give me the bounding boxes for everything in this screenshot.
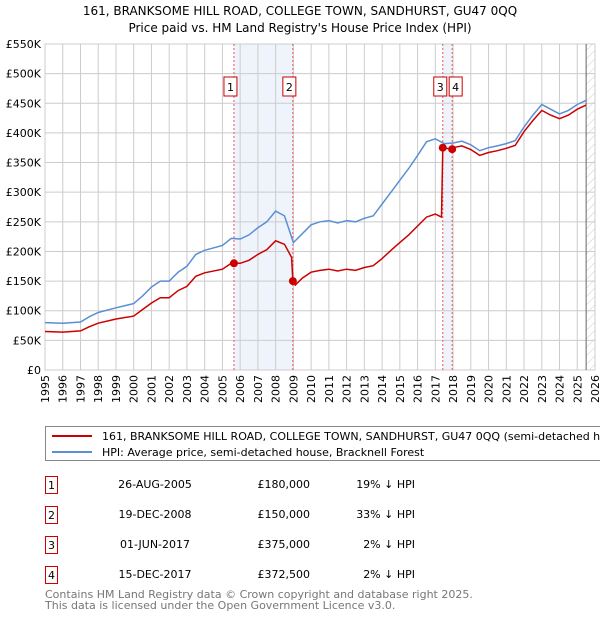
- x-tick-label: 2020: [483, 375, 496, 403]
- x-tick-label: 2026: [589, 375, 600, 403]
- y-tick-label: £250K: [6, 216, 42, 229]
- x-tick-label: 2002: [163, 375, 176, 403]
- sale-price: £375,000: [257, 538, 311, 551]
- x-tick-label: 2009: [287, 375, 300, 403]
- sale-number: 3: [45, 536, 58, 554]
- x-tick-label: 2021: [500, 375, 513, 403]
- series-line-price: [44, 104, 587, 333]
- y-tick-label: £450K: [6, 97, 42, 110]
- sale-label-box-3: [433, 76, 448, 97]
- chart-title: 161, BRANKSOME HILL ROAD, COLLEGE TOWN, …: [83, 4, 517, 18]
- sales-table-row: 3 01-JUN-2017 £375,000 2% ↓ HPI: [45, 536, 445, 556]
- sale-number: 2: [45, 506, 58, 524]
- price-chart: 161, BRANKSOME HILL ROAD, COLLEGE TOWN, …: [6, 4, 600, 403]
- x-tick-label: 2022: [518, 375, 531, 403]
- x-tick-label: 2018: [447, 375, 460, 403]
- legend-swatch-price: [52, 435, 92, 437]
- sale-hpi-diff: 19% ↓ HPI: [356, 478, 415, 491]
- y-tick-label: £300K: [6, 186, 42, 199]
- x-tick-label: 2006: [234, 375, 247, 403]
- sale-number: 1: [45, 476, 58, 494]
- sale-point-2: [288, 277, 297, 286]
- x-tick-label: 2003: [181, 375, 194, 403]
- x-tick-label: 2025: [571, 375, 584, 403]
- x-tick-label: 2012: [341, 375, 354, 403]
- x-tick-label: 2014: [376, 375, 389, 403]
- sale-price: £372,500: [257, 568, 311, 581]
- x-tick-label: 1999: [110, 375, 123, 403]
- sale-hpi-diff: 33% ↓ HPI: [356, 508, 415, 521]
- x-tick-label: 2013: [358, 375, 371, 403]
- x-tick-label: 1997: [74, 375, 87, 403]
- plot-border: [44, 43, 596, 371]
- sale-label-2: 2: [286, 81, 293, 94]
- y-tick-label: £0: [27, 364, 41, 377]
- x-tick-label: 2017: [429, 375, 442, 403]
- sale-number: 4: [45, 566, 58, 584]
- y-tick-label: £100K: [6, 305, 42, 318]
- legend-item-price: 161, BRANKSOME HILL ROAD, COLLEGE TOWN, …: [52, 428, 600, 444]
- sale-label-box-2: [282, 76, 297, 97]
- x-tick-label: 2005: [216, 375, 229, 403]
- sale-date: 19-DEC-2008: [118, 508, 192, 521]
- x-tick-label: 2004: [199, 375, 212, 403]
- sale-period-shade: [233, 44, 293, 370]
- y-tick-label: £150K: [6, 275, 42, 288]
- sale-date: 26-AUG-2005: [118, 478, 192, 491]
- sale-label-4: 4: [452, 81, 459, 94]
- chart-subtitle: Price paid vs. HM Land Registry's House …: [128, 21, 471, 35]
- y-tick-label: £350K: [6, 157, 42, 170]
- x-tick-label: 2008: [270, 375, 283, 403]
- x-tick-label: 2007: [252, 375, 265, 403]
- x-tick-label: 2019: [465, 375, 478, 403]
- sale-point-3: [438, 143, 447, 152]
- footer-licence: This data is licensed under the Open Gov…: [45, 599, 396, 612]
- x-tick-label: 1995: [39, 375, 52, 403]
- x-tick-label: 2024: [554, 375, 567, 403]
- sale-period-shade: [442, 44, 453, 370]
- x-tick-label: 2015: [394, 375, 407, 403]
- forecast-hatch: [586, 44, 595, 370]
- sale-point-4: [448, 145, 457, 154]
- legend: 161, BRANKSOME HILL ROAD, COLLEGE TOWN, …: [45, 426, 600, 461]
- sale-hpi-diff: 2% ↓ HPI: [363, 568, 415, 581]
- x-tick-label: 2001: [145, 375, 158, 403]
- x-tick-label: 2011: [323, 375, 336, 403]
- y-tick-label: £400K: [6, 127, 42, 140]
- sale-label-box-4: [448, 76, 463, 97]
- sale-hpi-diff: 2% ↓ HPI: [363, 538, 415, 551]
- sale-date: 15-DEC-2017: [118, 568, 192, 581]
- x-tick-label: 2023: [536, 375, 549, 403]
- sales-table-row: 2 19-DEC-2008 £150,000 33% ↓ HPI: [45, 506, 445, 526]
- x-tick-label: 1996: [57, 375, 70, 403]
- sale-label-1: 1: [227, 81, 234, 94]
- y-tick-label: £550K: [6, 38, 42, 51]
- sale-label-box-1: [223, 76, 238, 97]
- footer-copyright: Contains HM Land Registry data © Crown c…: [45, 588, 473, 601]
- sales-table-row: 4 15-DEC-2017 £372,500 2% ↓ HPI: [45, 566, 445, 586]
- sales-table-row: 1 26-AUG-2005 £180,000 19% ↓ HPI: [45, 476, 445, 496]
- sale-label-3: 3: [437, 81, 444, 94]
- y-tick-label: £50K: [13, 334, 42, 347]
- series-line-hpi: [44, 99, 587, 324]
- y-tick-label: £200K: [6, 245, 42, 258]
- legend-label-price: 161, BRANKSOME HILL ROAD, COLLEGE TOWN, …: [102, 429, 600, 443]
- x-tick-label: 1998: [92, 375, 105, 403]
- legend-item-hpi: HPI: Average price, semi-detached house,…: [52, 444, 424, 460]
- y-tick-label: £500K: [6, 68, 42, 81]
- x-tick-label: 2010: [305, 375, 318, 403]
- legend-swatch-hpi: [52, 451, 92, 453]
- sale-price: £150,000: [257, 508, 311, 521]
- footer: Contains HM Land Registry data © Crown c…: [45, 589, 473, 611]
- sale-point-1: [229, 259, 238, 268]
- sale-price: £180,000: [257, 478, 311, 491]
- x-tick-label: 2000: [128, 375, 141, 403]
- legend-label-hpi: HPI: Average price, semi-detached house,…: [102, 445, 425, 459]
- sale-date: 01-JUN-2017: [119, 538, 191, 551]
- x-tick-label: 2016: [412, 375, 425, 403]
